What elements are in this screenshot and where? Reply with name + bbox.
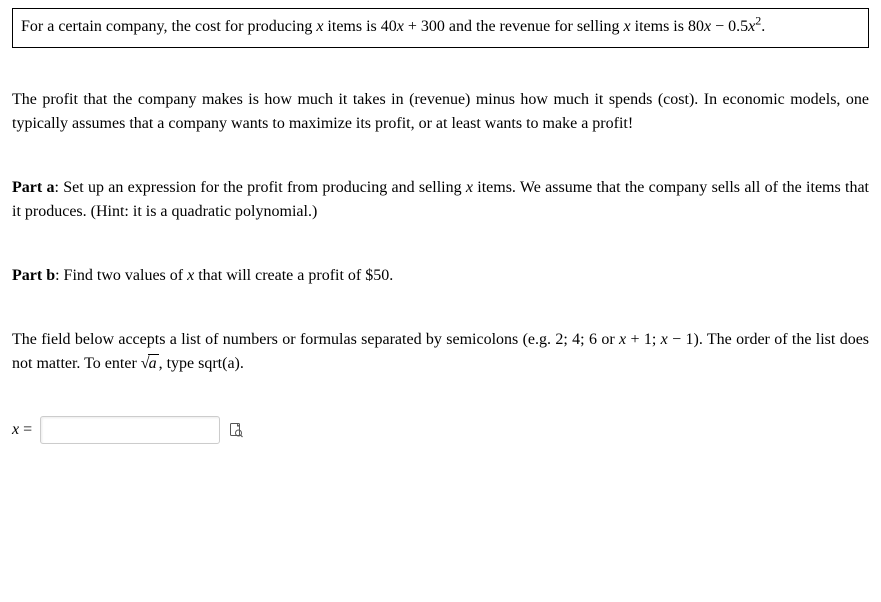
part-b-text: : Find two values of <box>55 267 187 284</box>
expr-part: + 1; <box>626 331 661 348</box>
part-a-text: : Set up an expression for the profit fr… <box>55 179 466 196</box>
rev-coef2: − 0.5 <box>711 18 748 35</box>
part-b-label: Part b <box>12 267 55 284</box>
problem-text: . <box>761 18 765 35</box>
revenue-expression: 80x − 0.5x2 <box>688 18 761 35</box>
answer-label: x = <box>12 418 32 442</box>
part-b-text: that will create a profit of $50. <box>194 267 393 284</box>
problem-text: For a certain company, the cost for prod… <box>21 18 316 35</box>
var-x: x <box>397 18 404 35</box>
rev-coef: 80 <box>688 18 704 35</box>
hint-text: or <box>597 331 619 348</box>
expr-part: − 1 <box>668 331 694 348</box>
problem-text: items is <box>631 18 688 35</box>
preview-icon[interactable] <box>228 422 244 438</box>
input-hint: The field below accepts a list of number… <box>12 328 869 376</box>
part-b: Part b: Find two values of x that will c… <box>12 264 869 288</box>
equals-sign: = <box>19 421 32 438</box>
hint-text: , type sqrt(a). <box>159 355 244 372</box>
problem-statement-box: For a certain company, the cost for prod… <box>12 8 869 48</box>
problem-text: items is <box>323 18 380 35</box>
problem-text: and the revenue for selling <box>445 18 624 35</box>
var-x: x <box>466 179 473 196</box>
var-x: x <box>661 331 668 348</box>
cost-coef: 40 <box>381 18 397 35</box>
part-a: Part a: Set up an expression for the pro… <box>12 176 869 224</box>
radicand: a <box>148 354 159 372</box>
answer-input[interactable] <box>40 416 220 444</box>
sqrt-expression: √a <box>141 352 159 376</box>
cost-expression: 40x + 300 <box>381 18 445 35</box>
hint-text: The field below accepts a list of number… <box>12 331 555 348</box>
hint-example: 2; 4; 6 <box>555 331 597 348</box>
hint-example: x + 1; x − 1 <box>619 331 693 348</box>
part-a-label: Part a <box>12 179 55 196</box>
cost-const: + 300 <box>404 18 445 35</box>
answer-row: x = <box>12 416 869 444</box>
intro-text: The profit that the company makes is how… <box>12 91 869 132</box>
intro-paragraph: The profit that the company makes is how… <box>12 88 869 136</box>
var-x: x <box>704 18 711 35</box>
var-x: x <box>624 18 631 35</box>
